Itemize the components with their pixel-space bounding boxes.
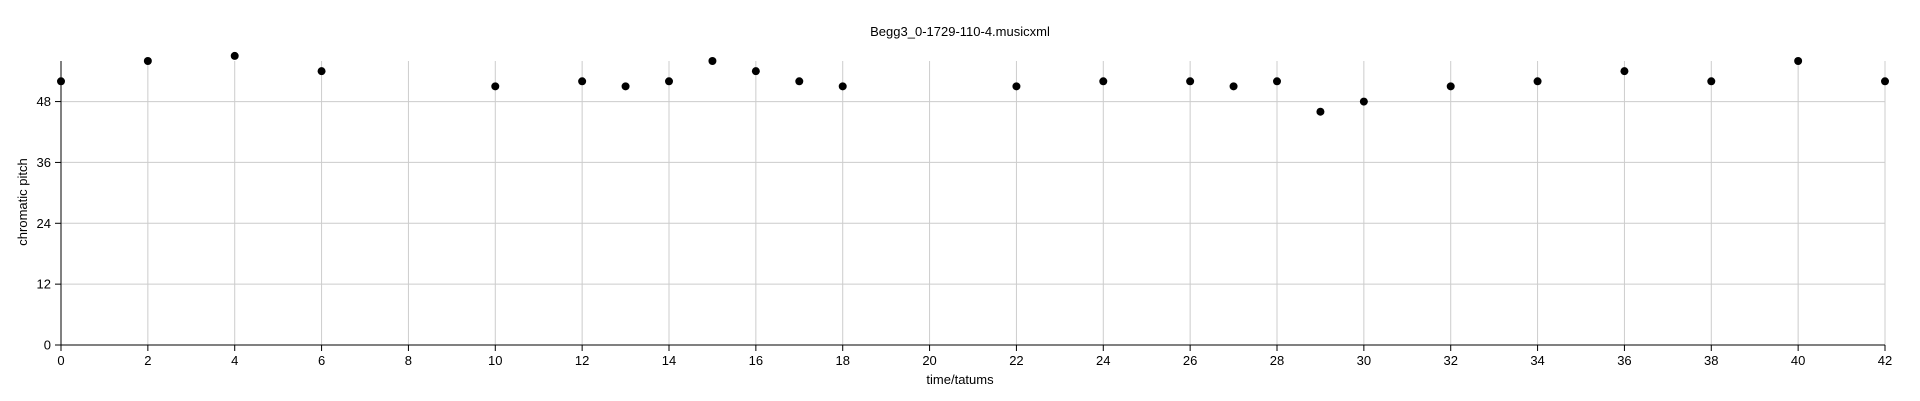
data-point: [578, 77, 587, 86]
data-point: [708, 57, 717, 65]
ticks: 0 2 4 6 8 10 12 14 16 18 20 22 24 26 28 30 32 34 36 38 40 420…: [37, 94, 1893, 368]
data-point: [1273, 77, 1281, 86]
y-tick-label: 36: [37, 155, 51, 170]
data-point: [1881, 77, 1889, 86]
x-tick-label: 26: [1183, 353, 1197, 368]
x-tick-label: 12: [575, 353, 589, 368]
y-tick-label: 12: [37, 277, 51, 292]
x-tick-label: 32: [1443, 353, 1457, 368]
x-tick-label: 0: [57, 353, 64, 368]
data-point: [1359, 97, 1368, 106]
x-tick-label: 6: [318, 353, 325, 368]
x-tick-label: 2: [144, 353, 151, 368]
x-tick-label: 40: [1791, 353, 1805, 368]
data-point: [1229, 82, 1238, 91]
x-tick-label: 4: [231, 353, 238, 368]
data-point: [491, 82, 500, 91]
data-point: [57, 77, 65, 86]
data-point: [751, 67, 760, 76]
data-points: [57, 51, 1889, 116]
y-axis-label: chromatic pitch: [15, 158, 30, 245]
data-point: [1533, 77, 1542, 86]
chart-title: Begg3_0-1729-110-4.musicxml: [870, 24, 1050, 39]
data-point: [143, 57, 152, 65]
x-tick-label: 10: [488, 353, 502, 368]
data-point: [1012, 82, 1021, 91]
data-point: [1707, 77, 1716, 86]
data-point: [1099, 77, 1108, 86]
x-tick-label: 30: [1357, 353, 1371, 368]
data-point: [665, 77, 673, 86]
data-point: [1446, 82, 1455, 91]
data-point: [317, 67, 326, 76]
x-tick-label: 22: [1009, 353, 1023, 368]
data-point: [1316, 107, 1325, 116]
data-point: [795, 77, 804, 86]
data-point: [1186, 77, 1195, 86]
data-point: [230, 51, 239, 60]
x-tick-label: 42: [1878, 353, 1892, 368]
x-tick-label: 38: [1704, 353, 1718, 368]
x-tick-label: 28: [1270, 353, 1284, 368]
x-tick-label: 16: [749, 353, 763, 368]
grid: [61, 61, 1886, 345]
data-point: [1794, 57, 1803, 65]
y-tick-label: 48: [37, 94, 51, 109]
data-point: [838, 82, 847, 91]
axes: [60, 61, 1885, 346]
data-point: [621, 82, 630, 91]
x-tick-label: 18: [835, 353, 849, 368]
x-tick-label: 34: [1530, 353, 1544, 368]
x-tick-label: 24: [1096, 353, 1110, 368]
y-tick-label: 24: [37, 216, 51, 231]
x-tick-label: 20: [922, 353, 936, 368]
x-tick-label: 8: [405, 353, 412, 368]
y-tick-label: 0: [44, 338, 51, 353]
x-tick-label: 36: [1617, 353, 1631, 368]
x-axis-label: time/tatums: [926, 372, 994, 387]
x-tick-label: 14: [662, 353, 676, 368]
data-point: [1620, 67, 1629, 76]
